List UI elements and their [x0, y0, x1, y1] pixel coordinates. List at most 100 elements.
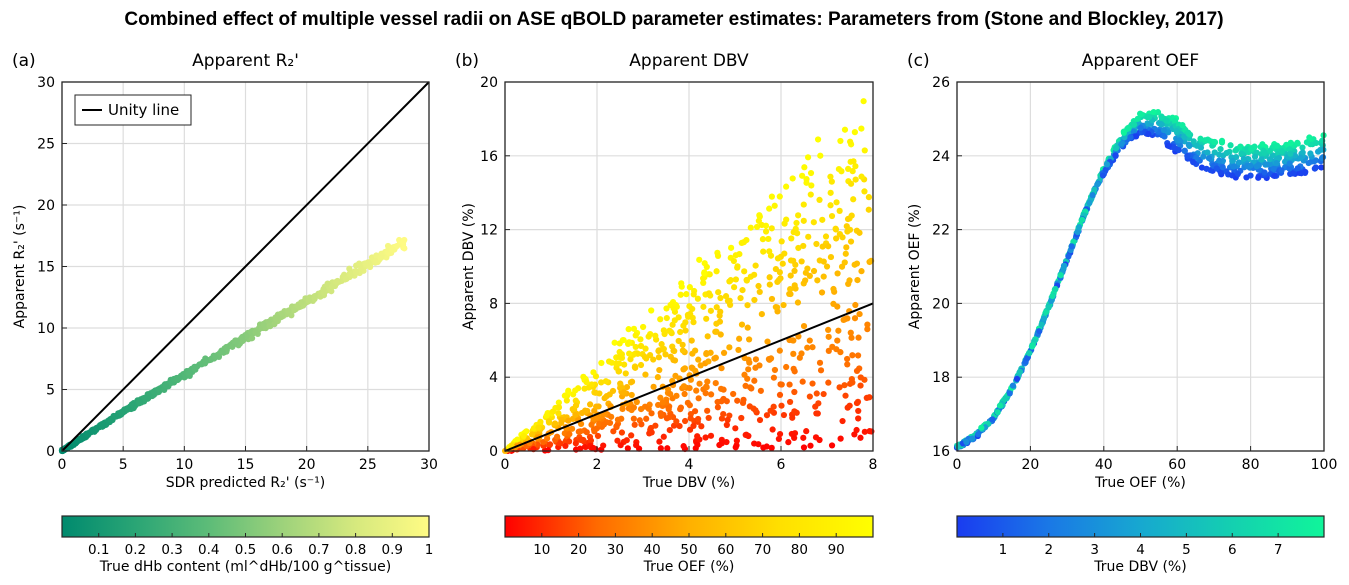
data-point: [1218, 137, 1226, 144]
data-point: [677, 328, 684, 336]
data-point: [1112, 144, 1120, 152]
data-point: [260, 321, 267, 328]
data-point: [305, 298, 312, 305]
data-point: [637, 342, 645, 350]
data-point: [1240, 155, 1247, 162]
data-point: [687, 415, 694, 422]
data-point: [1146, 113, 1153, 121]
data-point: [707, 349, 714, 356]
data-point: [816, 359, 824, 366]
data-point: [1089, 191, 1096, 199]
data-point: [663, 314, 670, 322]
data-point: [1278, 148, 1285, 155]
data-point: [713, 304, 720, 311]
data-point: [1294, 139, 1301, 146]
data-point: [176, 374, 183, 381]
data-point: [738, 239, 745, 246]
data-point: [652, 422, 659, 429]
data-point: [776, 193, 783, 200]
data-point: [751, 377, 758, 384]
data-point: [791, 434, 798, 441]
data-point: [778, 238, 785, 245]
data-point: [744, 324, 751, 331]
data-point: [739, 287, 746, 294]
data-point: [858, 173, 865, 180]
tick-label-x: 25: [359, 457, 377, 473]
data-point: [713, 320, 720, 327]
data-point: [1190, 138, 1197, 145]
data-point: [342, 275, 350, 283]
data-point: [1287, 150, 1294, 157]
panel-letter: (c): [907, 51, 930, 71]
data-point: [736, 335, 743, 342]
data-point: [562, 442, 569, 450]
data-point: [600, 421, 608, 428]
data-point: [400, 238, 407, 245]
tick-label-y: 24: [932, 149, 950, 165]
data-point: [794, 299, 802, 306]
colorbar-tick-label: 5: [1182, 542, 1191, 558]
data-point: [1258, 156, 1265, 163]
data-point: [271, 321, 278, 328]
panel-a: 0 5 10 15 20 25 30 0 5 10 15 20 25 30 Apparent R₂' (a) S…: [12, 51, 438, 575]
data-point: [1052, 285, 1059, 293]
data-point: [1261, 169, 1268, 176]
data-point: [825, 243, 832, 250]
data-point: [857, 374, 864, 381]
data-point: [598, 359, 605, 367]
tick-label-y: 18: [932, 370, 950, 386]
data-point: [858, 125, 865, 132]
data-point: [850, 196, 857, 203]
data-point: [1299, 144, 1306, 151]
data-point: [838, 263, 846, 270]
data-point: [555, 410, 562, 417]
data-point: [758, 311, 765, 318]
data-point: [1255, 174, 1262, 181]
data-point: [274, 314, 281, 321]
data-point: [789, 175, 796, 182]
data-point: [630, 415, 637, 422]
data-point: [807, 442, 814, 449]
data-point: [703, 263, 710, 271]
data-point: [1193, 142, 1201, 149]
data-point: [572, 440, 579, 447]
data-point: [598, 379, 605, 386]
data-point: [150, 388, 157, 395]
tick-label-y: 20: [37, 198, 55, 214]
panel-title: Apparent R₂': [192, 51, 299, 71]
data-point: [1200, 153, 1207, 160]
data-point: [1068, 243, 1075, 250]
data-point: [771, 366, 779, 374]
data-point: [694, 433, 701, 440]
data-point: [833, 199, 840, 206]
tick-label-x: 2: [593, 457, 602, 473]
data-point: [783, 183, 790, 190]
data-point: [704, 407, 711, 414]
data-point: [679, 347, 686, 354]
data-point: [1036, 328, 1043, 335]
data-point: [583, 429, 590, 436]
data-point: [1158, 114, 1165, 121]
data-point: [514, 436, 521, 443]
data-point: [752, 262, 759, 269]
data-point: [1270, 165, 1277, 173]
data-point: [611, 339, 618, 346]
data-point: [1163, 117, 1170, 124]
colorbar-tick-label: 30: [607, 542, 624, 558]
data-point: [141, 394, 148, 401]
data-point: [800, 322, 808, 330]
data-point: [1303, 139, 1311, 146]
data-point: [1150, 108, 1157, 116]
data-point: [720, 410, 727, 418]
data-point: [724, 416, 731, 424]
data-point: [278, 310, 285, 317]
data-point: [963, 438, 970, 446]
data-point: [825, 333, 832, 340]
data-point: [702, 434, 709, 441]
data-point: [736, 250, 743, 258]
tick-label-x: 80: [1242, 457, 1260, 473]
data-point: [854, 352, 862, 359]
data-point: [835, 327, 842, 334]
data-point: [768, 225, 775, 232]
data-point: [1217, 146, 1224, 153]
